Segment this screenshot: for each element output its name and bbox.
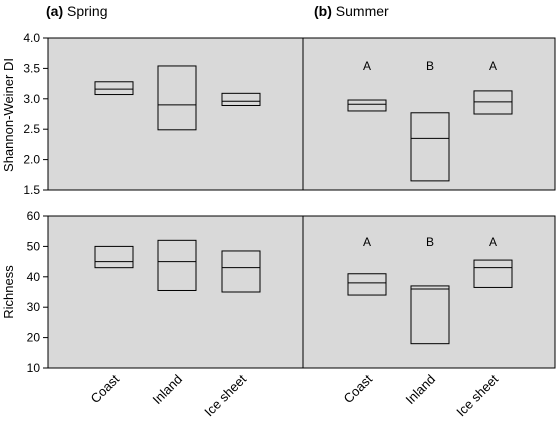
x-category-label: Ice sheet xyxy=(453,371,501,419)
significance-letter: A xyxy=(363,59,371,73)
x-category-label: Inland xyxy=(149,372,185,408)
y-tick-label: 20 xyxy=(27,331,41,345)
box-inland xyxy=(410,112,450,182)
panel-title-spring: (a) Spring xyxy=(46,3,107,19)
y-tick-label: 10 xyxy=(27,361,41,375)
y-tick-label: 40 xyxy=(27,270,41,284)
panel-title-summer: (b) Summer xyxy=(314,3,389,19)
significance-letter: A xyxy=(489,235,497,249)
panel-name-summer: Summer xyxy=(336,3,389,19)
x-category-label: Coast xyxy=(87,371,122,406)
y-tick-label: 3.5 xyxy=(23,61,40,75)
box-inland xyxy=(410,285,450,345)
box-inland xyxy=(157,65,197,131)
y-tick-label: 2.0 xyxy=(23,153,40,167)
significance-letter: A xyxy=(489,59,497,73)
panel-name-spring: Spring xyxy=(67,3,107,19)
y-tick-label: 50 xyxy=(27,239,41,253)
y-tick-label: 2.5 xyxy=(23,122,40,136)
x-category-label: Inland xyxy=(402,372,438,408)
box-ice-sheet xyxy=(221,92,261,106)
panel-4: A B A Coast Inland Ice sheet xyxy=(302,215,556,419)
plot-area xyxy=(302,37,556,191)
panel-tag-a: (a) xyxy=(46,3,63,19)
box-coast xyxy=(94,81,134,96)
plot-area xyxy=(47,215,304,369)
significance-letter: B xyxy=(426,59,434,73)
y-tick-label: 1.5 xyxy=(23,183,40,197)
box-inland xyxy=(157,239,197,291)
box-coast xyxy=(347,99,387,112)
chart-panels: 1.5 2.0 2.5 3.0 3.5 4.0 A B A 10 20 30 40 50 60 Coast In… xyxy=(23,31,556,419)
panel-3: 10 20 30 40 50 60 Coast Inland Ice sheet xyxy=(27,209,304,419)
y-tick-label: 3.0 xyxy=(23,92,40,106)
x-category-label: Coast xyxy=(340,371,375,406)
panel-1: 1.5 2.0 2.5 3.0 3.5 4.0 xyxy=(23,31,304,197)
ylabel-shannon: Shannon-Weiner DI xyxy=(1,58,16,172)
plot-area xyxy=(302,215,556,369)
panel-tag-b: (b) xyxy=(314,3,332,19)
y-tick-label: 60 xyxy=(27,209,41,223)
ylabel-richness: Richness xyxy=(1,265,16,319)
box-coast xyxy=(94,245,134,269)
significance-letter: A xyxy=(363,235,371,249)
box-ice-sheet xyxy=(473,90,513,115)
y-tick-label: 30 xyxy=(27,300,41,314)
y-tick-label: 4.0 xyxy=(23,31,40,45)
x-category-label: Ice sheet xyxy=(201,371,249,419)
box-ice-sheet xyxy=(221,250,261,293)
significance-letter: B xyxy=(426,235,434,249)
box-ice-sheet xyxy=(473,259,513,288)
plot-area xyxy=(47,37,304,191)
box-coast xyxy=(347,273,387,296)
